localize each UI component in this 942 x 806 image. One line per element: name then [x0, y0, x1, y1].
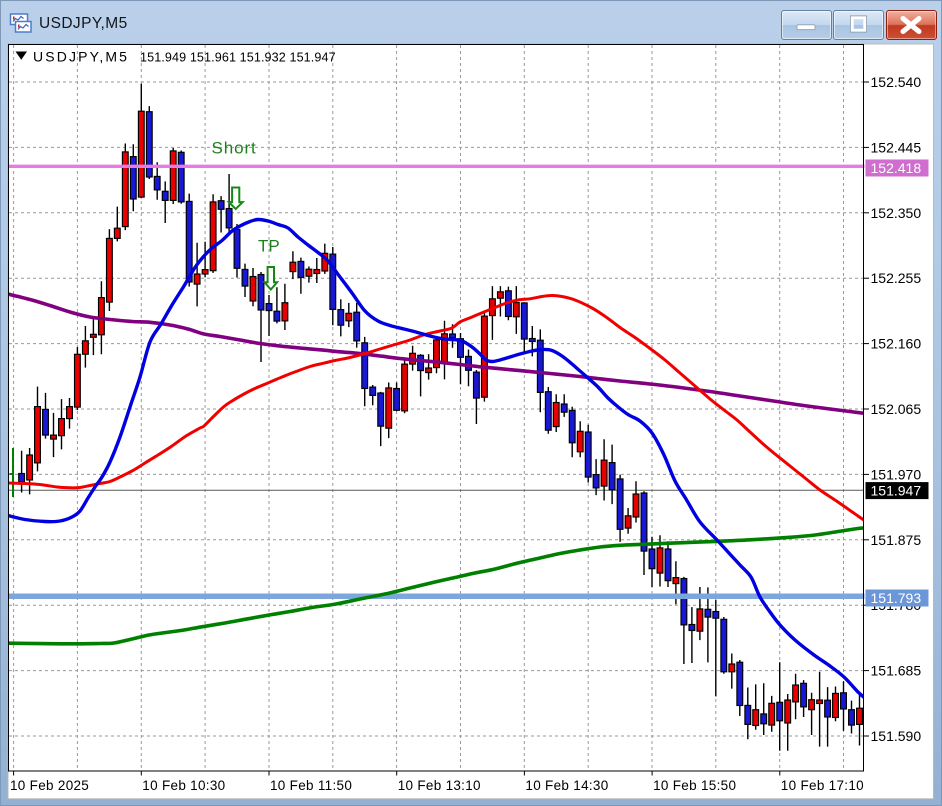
svg-text:152.255: 152.255	[871, 270, 922, 286]
svg-text:10 Feb 11:50: 10 Feb 11:50	[270, 778, 352, 793]
svg-text:10 Feb 14:30: 10 Feb 14:30	[525, 778, 608, 793]
svg-text:151.685: 151.685	[871, 663, 922, 679]
svg-text:10 Feb 15:50: 10 Feb 15:50	[653, 778, 736, 793]
svg-text:151.949 151.961 151.932 151.94: 151.949 151.961 151.932 151.947	[140, 51, 336, 65]
svg-text:Short: Short	[212, 139, 257, 158]
svg-text:151.590: 151.590	[871, 728, 922, 744]
svg-text:USDJPY,M5: USDJPY,M5	[33, 49, 129, 65]
svg-text:151.875: 151.875	[871, 532, 922, 548]
svg-text:151.947: 151.947	[871, 483, 922, 499]
svg-text:152.418: 152.418	[871, 160, 922, 176]
svg-text:152.065: 152.065	[871, 401, 922, 417]
svg-text:10 Feb 2025: 10 Feb 2025	[10, 778, 89, 793]
svg-text:10 Feb 10:30: 10 Feb 10:30	[142, 778, 225, 793]
svg-text:152.445: 152.445	[871, 139, 922, 155]
svg-text:151.793: 151.793	[871, 590, 922, 606]
svg-text:152.160: 152.160	[871, 336, 922, 352]
svg-text:152.350: 152.350	[871, 205, 922, 221]
svg-text:152.540: 152.540	[871, 74, 922, 90]
svg-text:TP: TP	[258, 237, 280, 256]
svg-text:151.970: 151.970	[871, 466, 922, 482]
svg-text:10 Feb 17:10: 10 Feb 17:10	[781, 778, 864, 793]
svg-text:10 Feb 13:10: 10 Feb 13:10	[398, 778, 481, 793]
